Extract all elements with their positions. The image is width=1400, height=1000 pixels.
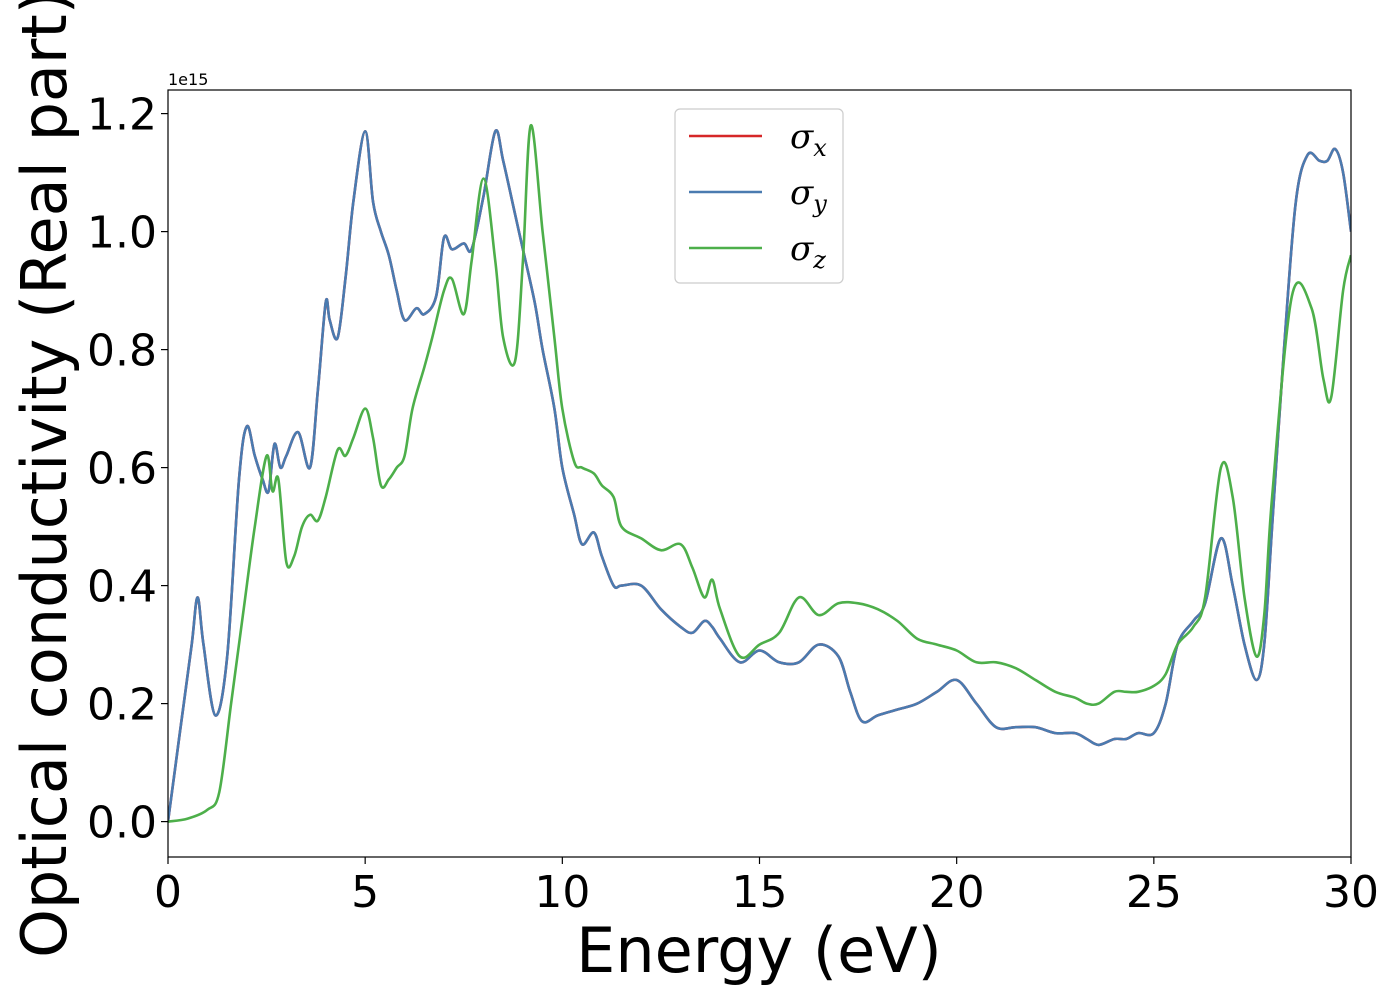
legend-label-x: σx (790, 117, 827, 162)
legend-item-y: σy (689, 173, 827, 218)
x-axis: 0 5 10 15 20 25 30 (154, 857, 1379, 918)
x-tick-label: 5 (351, 867, 379, 918)
x-tick-label: 0 (154, 867, 182, 918)
x-axis-label: Energy (eV) (576, 914, 942, 987)
legend-frame (674, 108, 844, 284)
y-offset-text: 1e15 (168, 70, 208, 89)
legend-item-x: σx (689, 117, 827, 162)
x-tick-label: 30 (1323, 867, 1379, 918)
legend-item-z: σz (689, 229, 826, 274)
x-tick-label: 20 (929, 867, 985, 918)
legend-label-z: σz (790, 229, 826, 274)
series-line-z (168, 124, 1351, 823)
y-tick-label: 0.8 (87, 326, 157, 377)
x-tick-label: 15 (732, 867, 788, 918)
y-tick-label: 1.0 (87, 208, 157, 259)
series-line-y (168, 129, 1351, 822)
y-tick-label: 0.6 (87, 444, 157, 495)
y-tick-label: 0.4 (87, 562, 157, 613)
y-axis: 0.0 0.2 0.4 0.6 0.8 1.0 1.2 (87, 90, 168, 849)
y-tick-label: 0.0 (87, 798, 157, 849)
x-tick-label: 10 (534, 867, 590, 918)
series-group (168, 124, 1351, 823)
y-tick-label: 1.2 (87, 90, 157, 141)
y-tick-label: 0.2 (87, 680, 157, 731)
legend-label-y: σy (790, 173, 827, 218)
legend: σx σy σz (674, 108, 844, 284)
x-tick-label: 25 (1126, 867, 1182, 918)
y-axis-label: Optical conductivity (Real part) (8, 0, 81, 958)
